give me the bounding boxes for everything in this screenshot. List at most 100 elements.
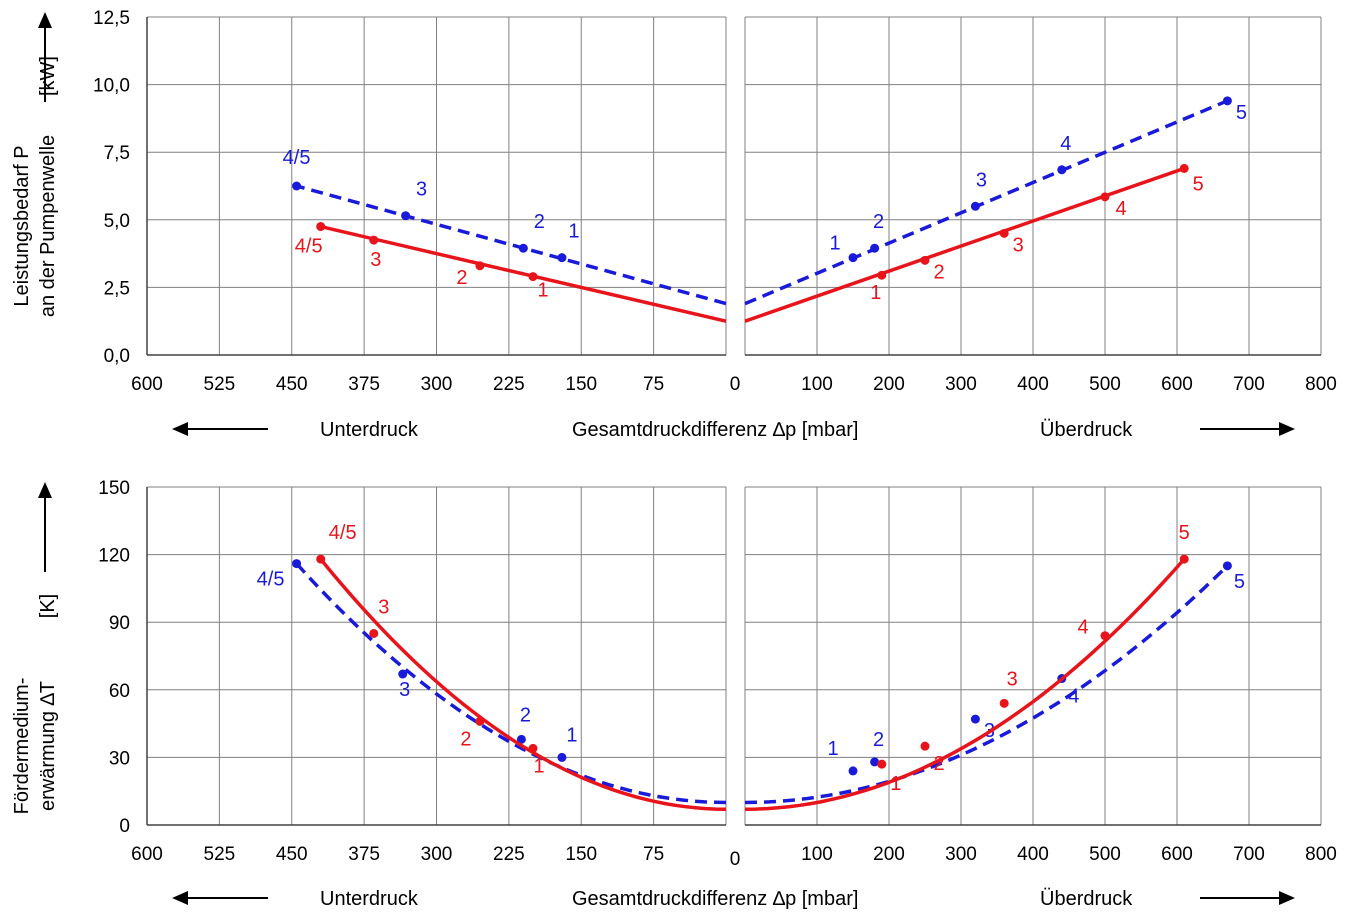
point-label-left: 1 bbox=[533, 755, 544, 777]
series-line-left bbox=[296, 184, 727, 306]
data-point-left bbox=[369, 628, 379, 638]
x-tick-label-left: 600 bbox=[131, 844, 163, 865]
y-axis-label-line1: Leistungsbedarf P bbox=[11, 145, 33, 306]
x-tick-label-left: 525 bbox=[204, 844, 236, 865]
data-point-right bbox=[1100, 631, 1110, 641]
x-axis-label: Gesamtdruckdifferenz ∆p [mbar] bbox=[572, 888, 858, 910]
up-arrow-head-icon bbox=[38, 12, 52, 28]
point-label-right: 5 bbox=[1236, 102, 1247, 124]
point-label-left: 3 bbox=[370, 249, 381, 271]
point-label-left: 4/5 bbox=[295, 236, 323, 258]
y-axis-label-line2: erwärmung ∆T bbox=[37, 681, 59, 811]
data-point-left bbox=[475, 716, 485, 726]
data-point-right bbox=[1222, 561, 1232, 571]
x-tick-label-right: 300 bbox=[945, 374, 977, 395]
point-label-right: 4 bbox=[1060, 133, 1071, 155]
point-label-left: 1 bbox=[566, 724, 577, 746]
up-arrow-head-icon bbox=[38, 482, 52, 498]
point-label-right: 1 bbox=[890, 773, 901, 795]
x-tick-label-left: 75 bbox=[643, 844, 664, 865]
point-label-right: 5 bbox=[1179, 522, 1190, 544]
data-point-right bbox=[1179, 554, 1189, 564]
x-tick-label-left: 150 bbox=[565, 374, 597, 395]
y-tick-label: 150 bbox=[98, 478, 130, 499]
x-tick-label-right: 700 bbox=[1233, 844, 1265, 865]
point-label-left: 4/5 bbox=[329, 522, 357, 544]
x-tick-label-right: 100 bbox=[801, 844, 833, 865]
right-side-label: Überdruck bbox=[1040, 888, 1133, 910]
data-point-left bbox=[292, 181, 302, 191]
x-tick-label-right: 200 bbox=[873, 374, 905, 395]
point-label-left: 2 bbox=[520, 704, 531, 726]
series-line-right bbox=[744, 99, 1229, 306]
data-point-left bbox=[557, 253, 567, 263]
data-point-right bbox=[848, 253, 858, 263]
point-label-right: 5 bbox=[1193, 173, 1204, 195]
y-axis-unit: [kW] bbox=[37, 56, 59, 96]
y-tick-label: 120 bbox=[98, 546, 130, 567]
x-tick-label-right: 500 bbox=[1089, 374, 1121, 395]
x-tick-label-left: 225 bbox=[493, 374, 525, 395]
point-label-left: 4/5 bbox=[283, 147, 311, 169]
data-point-left bbox=[528, 272, 538, 282]
series-line-right bbox=[744, 166, 1185, 323]
data-point-right bbox=[920, 255, 930, 265]
point-label-right: 4 bbox=[1077, 617, 1088, 639]
x-tick-label-left: 375 bbox=[348, 844, 380, 865]
y-tick-label: 5,0 bbox=[104, 211, 130, 232]
point-label-right: 3 bbox=[1013, 234, 1024, 256]
x-tick-label-right: 400 bbox=[1017, 374, 1049, 395]
x-tick-label-right: 800 bbox=[1305, 844, 1337, 865]
x-tick-label-left: 300 bbox=[421, 374, 453, 395]
series-curve-left bbox=[319, 557, 727, 811]
x-tick-label-left: 150 bbox=[565, 844, 597, 865]
series-curve-right bbox=[744, 557, 1186, 811]
point-label-right: 2 bbox=[873, 729, 884, 751]
data-point-right bbox=[1057, 165, 1067, 175]
y-axis-unit: [K] bbox=[37, 594, 59, 618]
point-label-left: 2 bbox=[456, 267, 467, 289]
data-point-left bbox=[516, 734, 526, 744]
data-point-left bbox=[369, 235, 379, 245]
x-tick-label-left: 75 bbox=[643, 374, 664, 395]
data-point-left bbox=[401, 211, 411, 221]
series-curve-right bbox=[744, 564, 1229, 805]
data-point-left bbox=[518, 243, 528, 253]
x-tick-label-left: 450 bbox=[276, 844, 308, 865]
data-point-right bbox=[1100, 192, 1110, 202]
point-label-right: 5 bbox=[1234, 571, 1245, 593]
data-point-right bbox=[877, 270, 887, 280]
series-line-left bbox=[320, 224, 727, 323]
x-tick-label-left: 600 bbox=[131, 374, 163, 395]
left-arrow-head-icon bbox=[172, 891, 188, 905]
point-label-right: 3 bbox=[1007, 668, 1018, 690]
x-tick-label-left: 375 bbox=[348, 374, 380, 395]
series-curve-left bbox=[295, 562, 727, 805]
x-tick-label-left: 225 bbox=[493, 844, 525, 865]
point-label-left: 4/5 bbox=[257, 569, 285, 591]
data-point-left bbox=[528, 743, 538, 753]
x-tick-label-right: 500 bbox=[1089, 844, 1121, 865]
point-label-left: 2 bbox=[460, 728, 471, 750]
point-label-right: 4 bbox=[1068, 686, 1079, 708]
right-arrow-head-icon bbox=[1279, 422, 1295, 436]
data-point-right bbox=[970, 714, 980, 724]
x-tick-label-right: 300 bbox=[945, 844, 977, 865]
left-arrow-head-icon bbox=[172, 422, 188, 436]
x-tick-label-right: 600 bbox=[1161, 844, 1193, 865]
point-label-left: 2 bbox=[534, 211, 545, 233]
point-label-left: 3 bbox=[378, 596, 389, 618]
data-point-left bbox=[557, 752, 567, 762]
y-tick-label: 30 bbox=[109, 748, 130, 769]
x-tick-label-left: 450 bbox=[276, 374, 308, 395]
x-axis-label: Gesamtdruckdifferenz ∆p [mbar] bbox=[572, 419, 858, 441]
y-tick-label: 12,5 bbox=[93, 8, 130, 29]
y-tick-label: 0 bbox=[119, 816, 130, 837]
y-tick-label: 2,5 bbox=[104, 278, 130, 299]
y-axis-label-line1: Fördermedium- bbox=[11, 678, 33, 815]
left-side-label: Unterdruck bbox=[320, 888, 419, 910]
data-point-left bbox=[316, 554, 326, 564]
y-tick-label: 7,5 bbox=[104, 143, 130, 164]
